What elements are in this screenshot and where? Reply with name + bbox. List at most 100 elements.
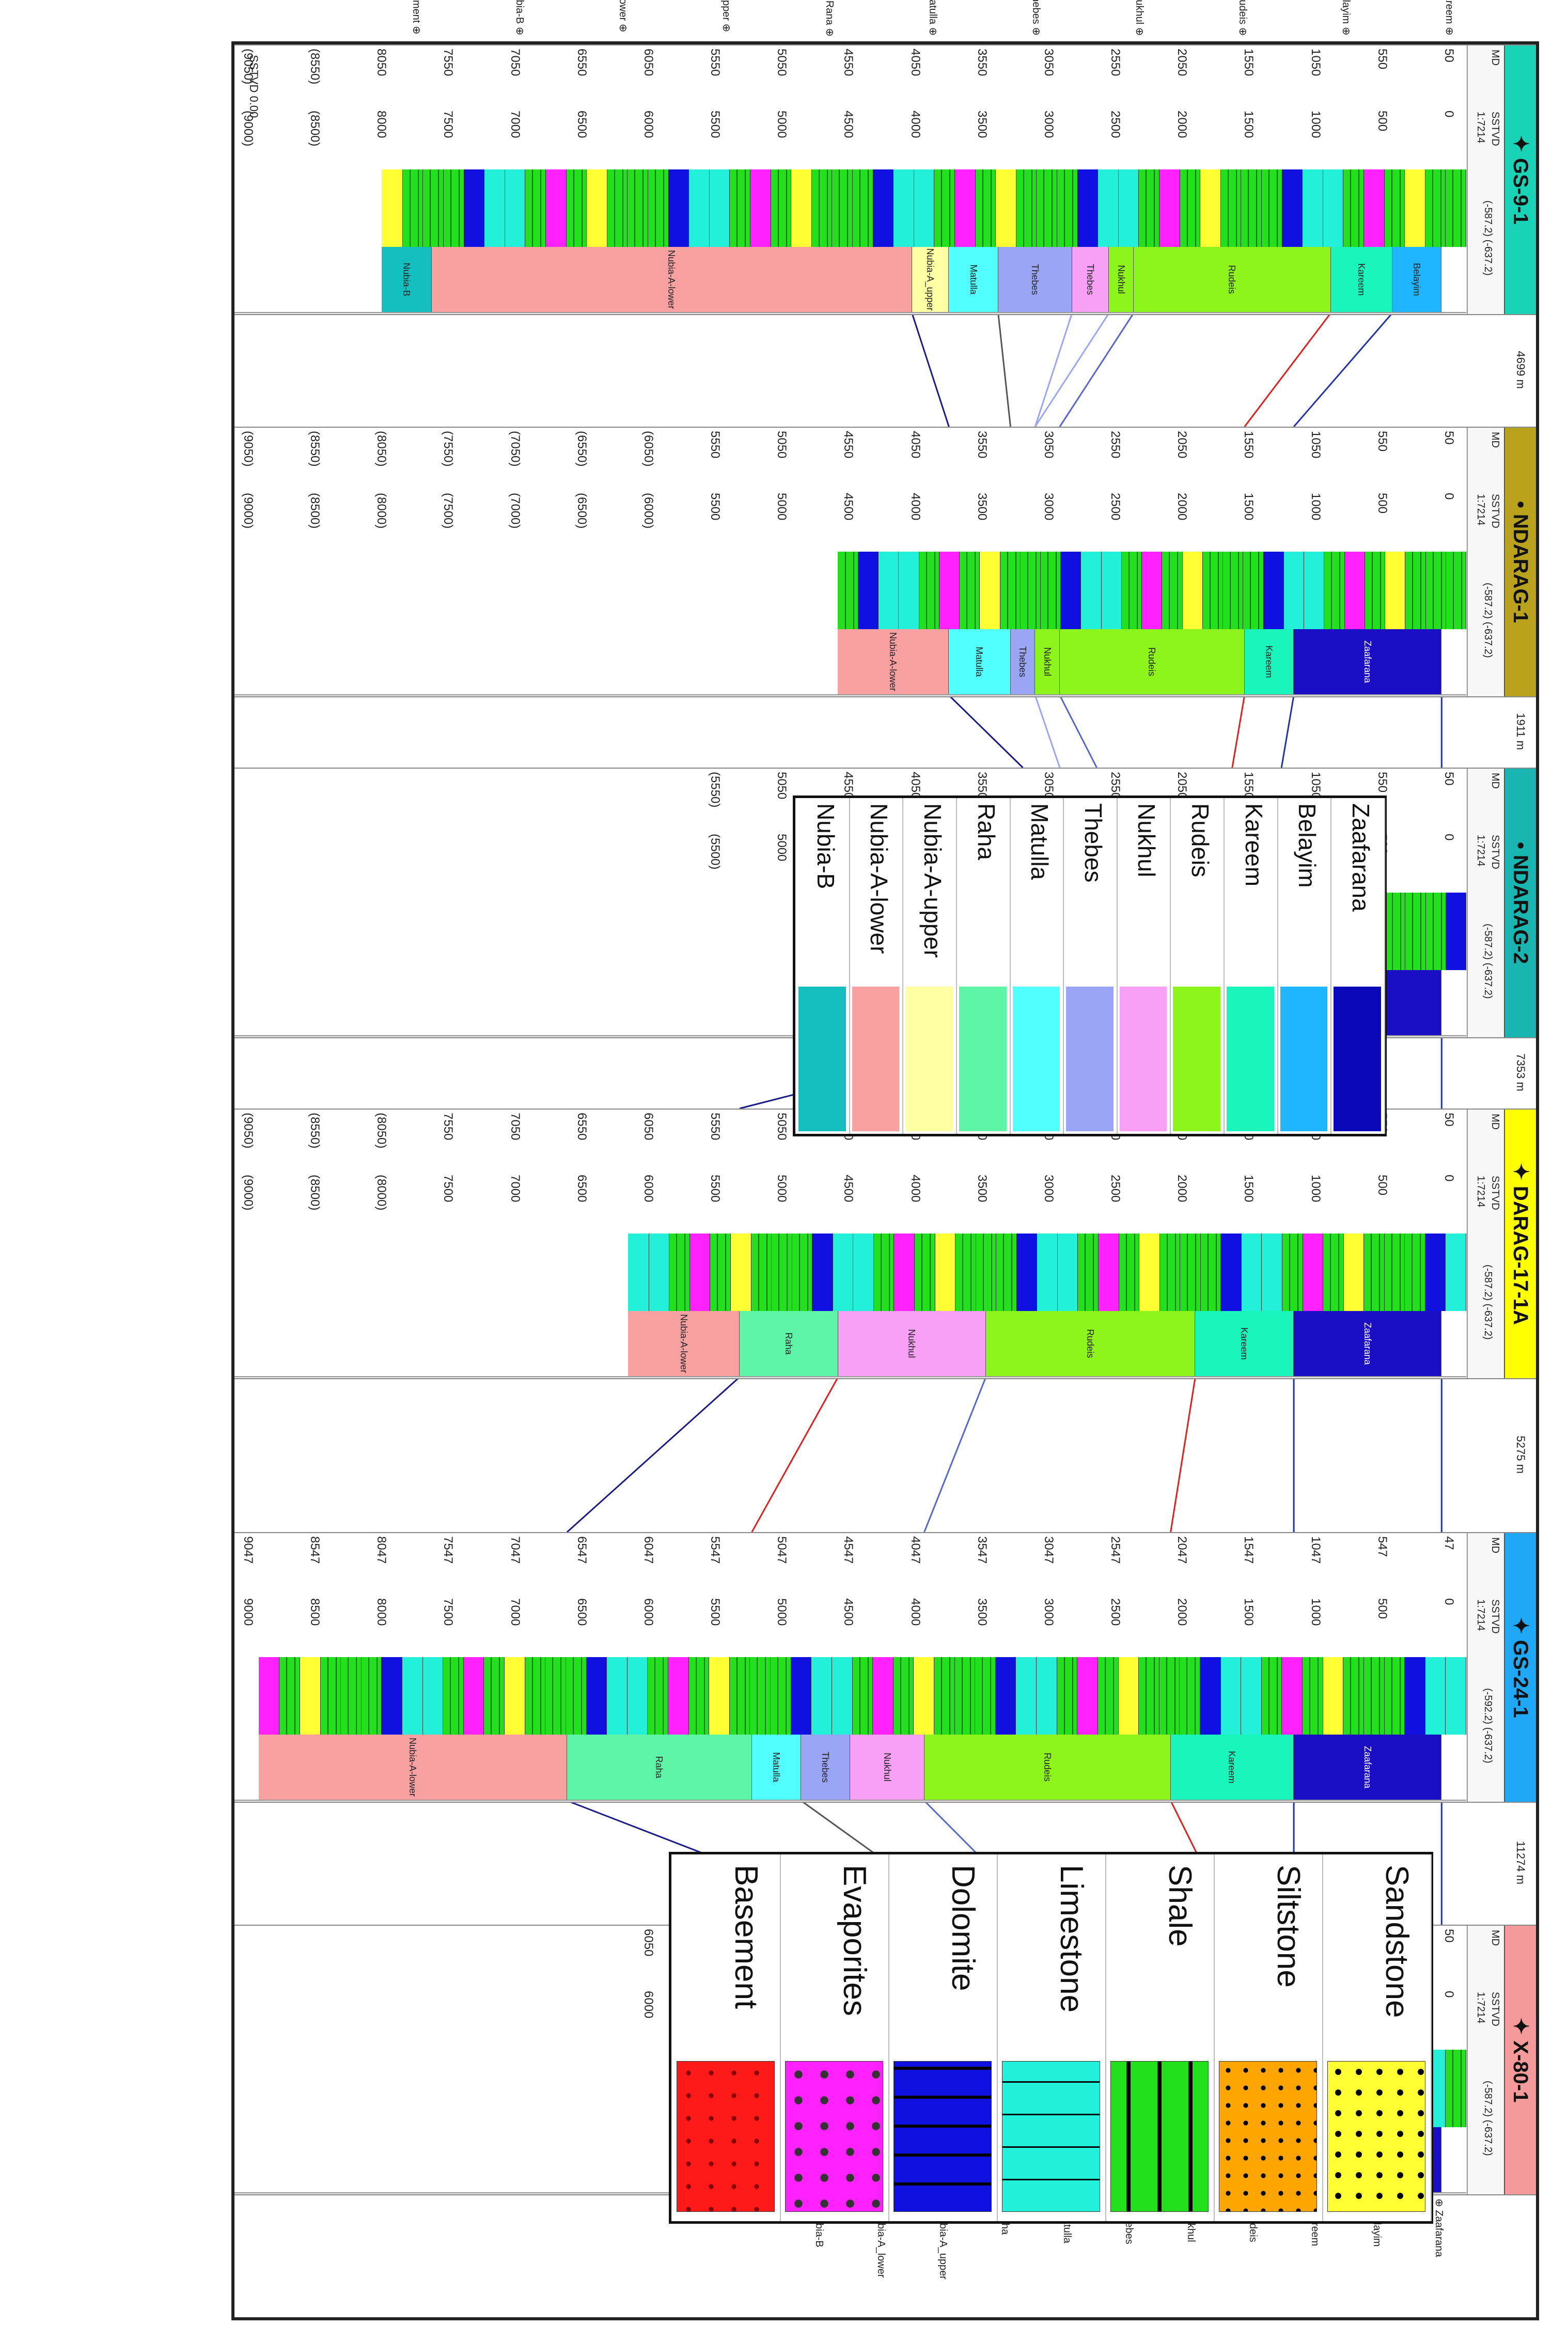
lithology-interval: [524, 1657, 546, 1735]
lithology-legend-item: Sandstone: [1322, 1854, 1432, 2221]
lithology-interval: [1158, 1657, 1180, 1735]
sstvd-label: SSTVD: [1489, 835, 1501, 869]
zone-nukhul[interactable]: Nukhul: [850, 1735, 924, 1800]
zone-kareem[interactable]: Kareem: [1330, 247, 1392, 312]
well-gs-9-1[interactable]: ✦ GS-9-1 MD SSTVD 1:7214 (-587.2) (-637.2) 50…: [234, 44, 1536, 315]
depth-tick: 1000: [1308, 493, 1323, 521]
well-header[interactable]: • NDARAG-2: [1503, 769, 1536, 1037]
zone-raha[interactable]: Raha: [739, 1311, 838, 1376]
zone-thebes[interactable]: Thebes: [801, 1735, 851, 1800]
depth-tick: 5050: [775, 431, 789, 459]
depth-tick: 0: [1442, 111, 1456, 118]
depth-tick: 5000: [775, 493, 789, 521]
zone-nukhul[interactable]: Nukhul: [837, 1311, 986, 1376]
well-gs-24-1[interactable]: ✦ GS-24-1 MD SSTVD 1:7214 (-592.2) (-637.2) 4…: [234, 1532, 1536, 1803]
zone-matulla[interactable]: Matulla: [948, 247, 998, 312]
lithology-interval: [1445, 552, 1466, 629]
zone-nukhul[interactable]: Nukhul: [1108, 247, 1134, 312]
lithology-interval: [811, 1657, 832, 1735]
depth-tick: 7050: [508, 49, 522, 76]
correlation-line: [1059, 313, 1135, 427]
zone-rudeis[interactable]: Rudeis: [923, 1735, 1171, 1800]
zone-legend-name: Rudeis: [1187, 803, 1214, 878]
well-ndarag-1[interactable]: • NDARAG-1 MD SSTVD 1:7214 (-587.2) (-637.2)…: [234, 427, 1536, 697]
zone-nubia-a-lower[interactable]: Nubia-A-lower: [628, 1311, 740, 1376]
lithology-interval: [893, 169, 914, 247]
well-header[interactable]: • NDARAG-1: [1503, 428, 1536, 696]
zone-kareem[interactable]: Kareem: [1170, 1735, 1294, 1800]
correlation-line: [997, 313, 1012, 427]
depth-tick: 6550: [574, 49, 589, 76]
lithology-interval: [832, 169, 853, 247]
depth-tick: (6050): [641, 431, 655, 467]
lithology-legend-item: Dolomite: [888, 1854, 998, 2221]
lithology-interval: [1202, 552, 1224, 629]
lithology-interval: [565, 1657, 587, 1735]
marker-label: Belayim ⊕: [1340, 0, 1352, 36]
zone-zaafarana[interactable]: Zaafarana: [1293, 1311, 1442, 1376]
zone-kareem[interactable]: Kareem: [1244, 629, 1294, 694]
lithology-interval: [1015, 1657, 1037, 1735]
zone-nubia-a_upper[interactable]: Nubia-A_upper: [911, 247, 949, 312]
lithology-interval: [1077, 1657, 1098, 1735]
lithology-interval: [1343, 1234, 1365, 1311]
depth-tick: 1050: [1308, 49, 1323, 76]
sstvd-label: SSTVD: [1489, 1599, 1501, 1634]
zone-belayim[interactable]: Belayim: [1391, 247, 1442, 312]
lithology-interval: [1101, 552, 1122, 629]
depth-tick: 2550: [1108, 431, 1123, 459]
md-label: MD: [1489, 1930, 1501, 1946]
lithology-interval: [1241, 169, 1262, 247]
zone-raha[interactable]: Raha: [566, 1735, 752, 1800]
zone-nubia-a-lower[interactable]: Nubia-A-lower: [837, 629, 949, 694]
well-header[interactable]: ✦ GS-9-1: [1503, 45, 1536, 314]
depth-tick: 5550: [708, 49, 723, 76]
zone-nukhul[interactable]: Nukhul: [1034, 629, 1060, 694]
zone-thebes[interactable]: Thebes: [997, 247, 1072, 312]
lithology-legend-name: Basement: [728, 1865, 764, 2009]
zone-thebes[interactable]: Thebes: [1071, 247, 1109, 312]
lithology-interval: [791, 169, 812, 247]
zone-matulla[interactable]: Matulla: [948, 629, 1011, 694]
zone-legend-item: Matulla: [1010, 798, 1064, 1134]
depth-tick: (8050): [374, 431, 389, 467]
zone-nubia-a-lower[interactable]: Nubia-A-lower: [258, 1735, 567, 1800]
marker-label: Basement ⊕: [411, 0, 422, 35]
zone-rudeis[interactable]: Rudeis: [1133, 247, 1331, 312]
well-darag-17-1a[interactable]: ✦ DARAG-17-1A MD SSTVD 1:7214 (-587.2) (-637…: [234, 1109, 1536, 1379]
lithology-interval: [1015, 169, 1037, 247]
lithology-interval: [934, 1657, 955, 1735]
offset-range: (-587.2) (-637.2): [1482, 1265, 1494, 1340]
zone-legend-swatch: [1334, 987, 1381, 1131]
zone-nubia-a-lower[interactable]: Nubia-A-lower: [431, 247, 912, 312]
zone-zaafarana[interactable]: Zaafarana: [1293, 629, 1442, 694]
well-header[interactable]: ✦ GS-24-1: [1503, 1533, 1536, 1802]
lithology-interval: [1057, 169, 1078, 247]
zone-nubia-b[interactable]: Nubia-B: [382, 247, 432, 312]
zone-legend-swatch: [1227, 987, 1274, 1131]
lithology-interval: [749, 1657, 771, 1735]
depth-tick: 4047: [908, 1536, 922, 1564]
lithology-interval: [1220, 169, 1242, 247]
zone-rudeis[interactable]: Rudeis: [1059, 629, 1245, 694]
zone-kareem[interactable]: Kareem: [1195, 1311, 1294, 1376]
depth-tick: 5000: [775, 834, 789, 862]
lithology-interval: [852, 169, 873, 247]
depth-tick: 8500: [308, 1598, 322, 1626]
lithology-interval: [1200, 169, 1221, 247]
md-track: 50 550 1050 1550 2050 2550 3050 3550 4050 4550 505…: [234, 428, 1466, 491]
lithology-interval: [1180, 1234, 1201, 1311]
marker-label: ⊕ Zaafarana: [1433, 2198, 1445, 2257]
well-header[interactable]: ✦ DARAG-17-1A: [1503, 1110, 1536, 1378]
lithology-interval: [627, 169, 648, 247]
lithology-legend-name: Shale: [1162, 1865, 1198, 1947]
zone-zaafarana[interactable]: Zaafarana: [1293, 1735, 1442, 1800]
zone-thebes[interactable]: Thebes: [1010, 629, 1036, 694]
well-subheader: MD SSTVD 1:7214 (-587.2) (-637.2): [1467, 45, 1504, 314]
well-header[interactable]: ✦ X-80-1: [1503, 1926, 1536, 2194]
lithology-interval: [1139, 1234, 1160, 1311]
lithology-interval: [1182, 552, 1203, 629]
depth-tick: 50: [1442, 1113, 1456, 1127]
zone-rudeis[interactable]: Rudeis: [985, 1311, 1196, 1376]
zone-matulla[interactable]: Matulla: [751, 1735, 802, 1800]
